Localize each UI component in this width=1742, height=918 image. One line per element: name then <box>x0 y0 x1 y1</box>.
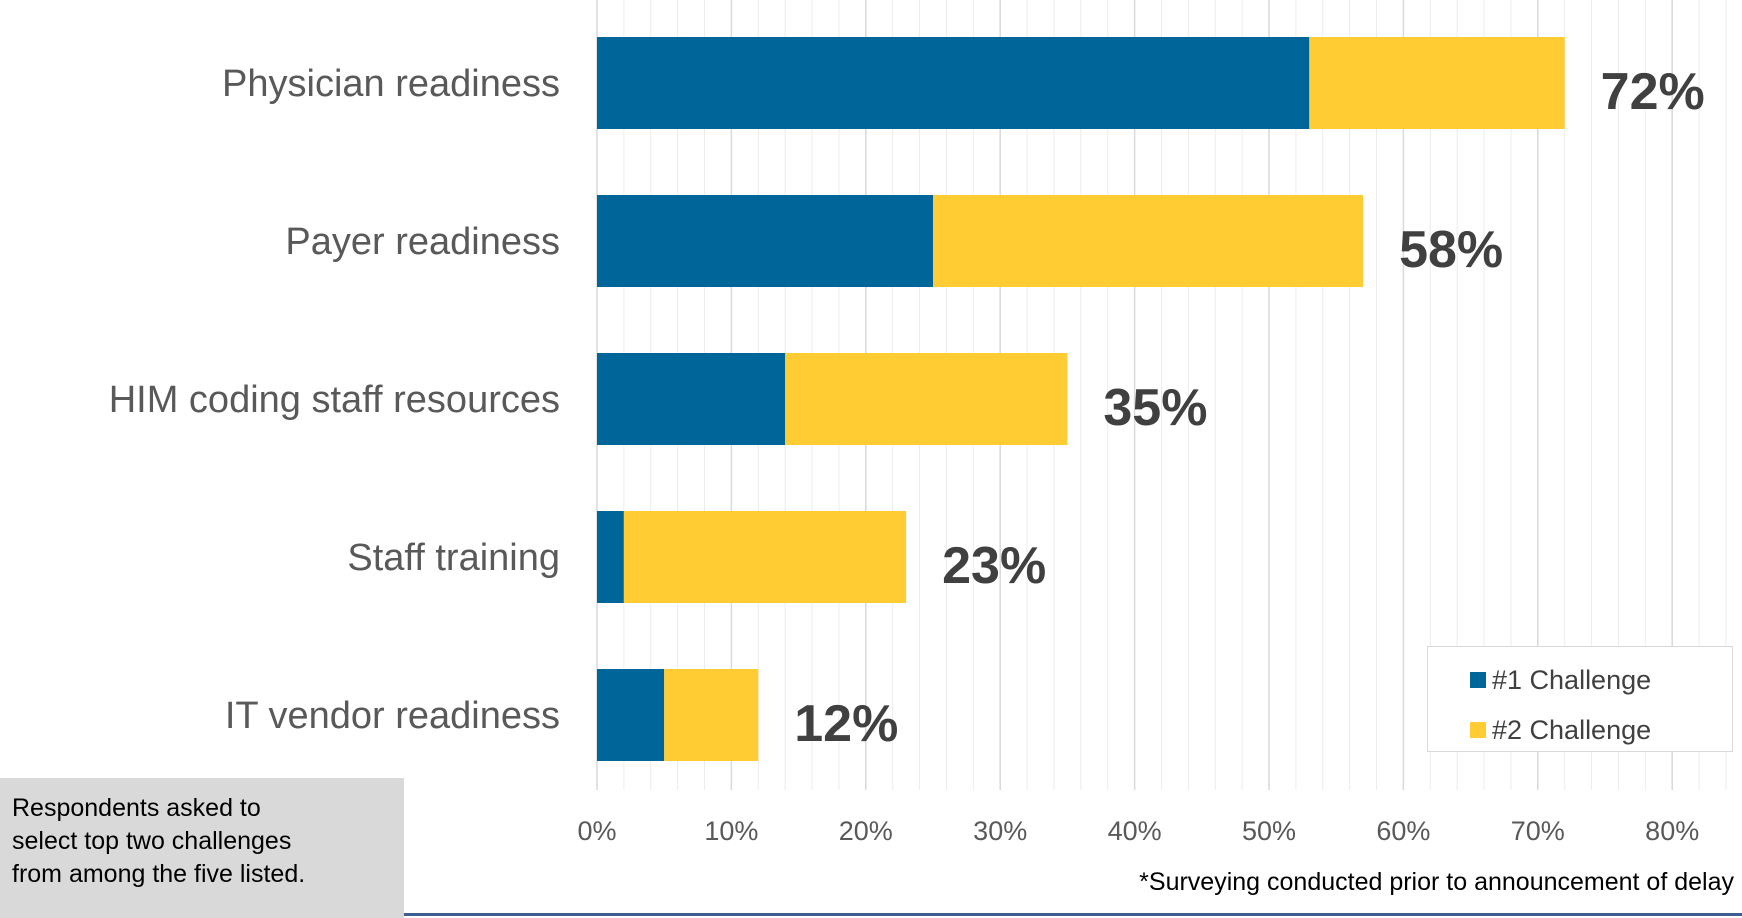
bar-challenge-2 <box>785 353 1068 445</box>
bar-challenge-1 <box>597 195 933 287</box>
bar-challenge-2 <box>623 511 907 603</box>
x-tick-label: 0% <box>577 816 616 846</box>
bar-challenge-1 <box>597 669 665 761</box>
legend-label-challenge-2: #2 Challenge <box>1492 714 1652 745</box>
x-tick-label: 60% <box>1376 816 1430 846</box>
x-tick-label: 10% <box>704 816 758 846</box>
respondent-note: Respondents asked to select top two chal… <box>0 778 404 918</box>
bar-challenge-1 <box>597 353 786 445</box>
bar-challenge-1 <box>597 37 1310 129</box>
bar-challenge-2 <box>933 195 1364 287</box>
category-label: IT vendor readiness <box>225 695 560 737</box>
bottom-divider <box>404 913 1742 916</box>
x-tick-label: 20% <box>839 816 893 846</box>
category-label: Physician readiness <box>222 63 560 105</box>
category-label: Payer readiness <box>285 221 560 263</box>
bar-challenge-2 <box>664 669 759 761</box>
total-data-label: 23% <box>942 537 1046 595</box>
x-tick-label: 30% <box>973 816 1027 846</box>
category-label: HIM coding staff resources <box>109 379 560 421</box>
legend-swatch-challenge-1 <box>1470 672 1486 688</box>
legend-label-challenge-1: #1 Challenge <box>1492 664 1652 695</box>
x-tick-label: 80% <box>1645 816 1699 846</box>
note-line: select top two challenges <box>12 827 292 855</box>
legend-swatch-challenge-2 <box>1470 722 1486 738</box>
survey-footnote: *Surveying conducted prior to announceme… <box>1139 868 1734 896</box>
total-data-label: 58% <box>1399 221 1503 279</box>
note-line: from among the five listed. <box>12 860 306 888</box>
bar-challenge-1 <box>597 511 624 603</box>
x-tick-label: 50% <box>1242 816 1296 846</box>
category-label: Staff training <box>347 537 560 579</box>
legend-item-challenge-1: #1 Challenge <box>1470 660 1732 700</box>
bar-challenge-2 <box>1309 37 1565 129</box>
legend-item-challenge-2: #2 Challenge <box>1470 710 1732 750</box>
note-line: Respondents asked to <box>12 794 261 822</box>
total-data-label: 12% <box>794 695 898 753</box>
total-data-label: 72% <box>1601 63 1705 121</box>
chart-legend: #1 Challenge #2 Challenge <box>1427 646 1733 752</box>
x-tick-label: 40% <box>1108 816 1162 846</box>
total-data-label: 35% <box>1103 379 1207 437</box>
x-tick-label: 70% <box>1511 816 1565 846</box>
